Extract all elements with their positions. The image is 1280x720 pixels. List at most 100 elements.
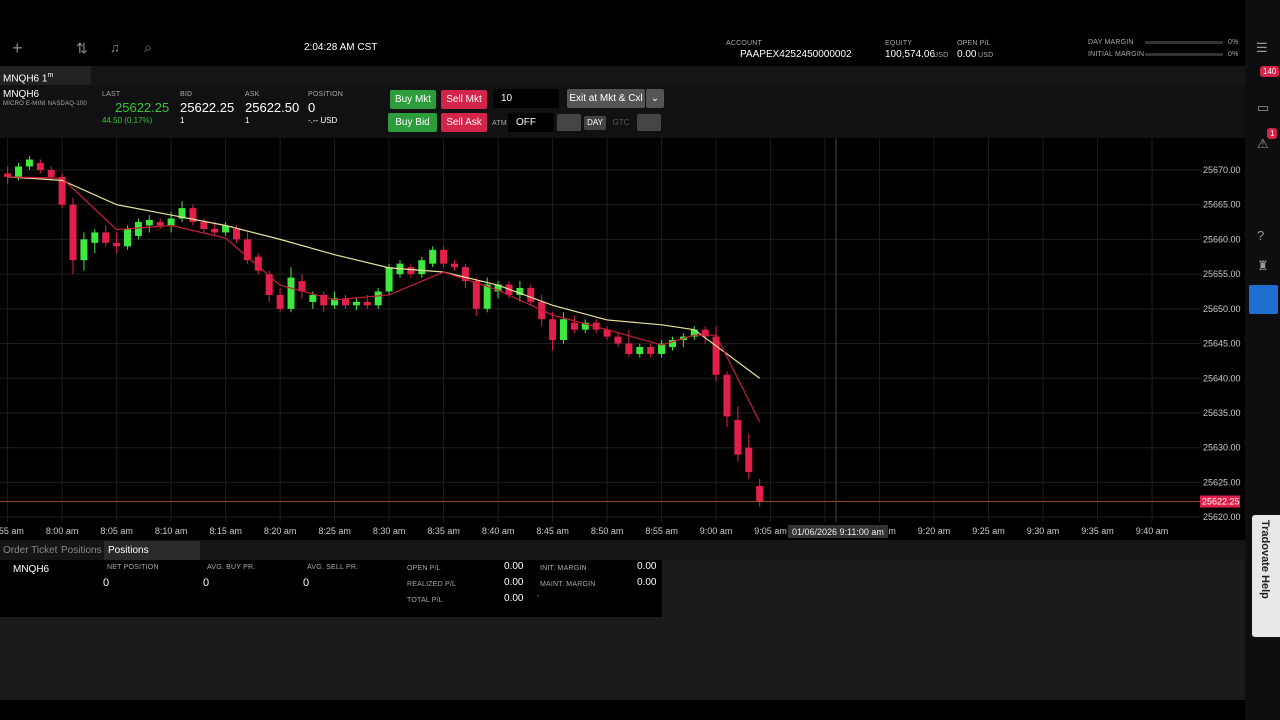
candle-body	[156, 222, 164, 226]
sidebar-icon[interactable]: ▭	[1257, 100, 1270, 115]
candle-body	[15, 166, 23, 177]
account[interactable]: PAAPEX4252450000002	[740, 49, 852, 60]
candle-body	[113, 242, 121, 247]
candle-body	[636, 347, 644, 354]
candle-body	[134, 222, 142, 236]
y-tick-label: 25635.00	[1203, 408, 1241, 418]
quantity-input[interactable]: 10	[493, 89, 559, 108]
unit: USD	[933, 52, 949, 59]
candle-body	[581, 322, 589, 330]
open-pl: 0.00	[957, 49, 977, 60]
panel-tab[interactable]: Positions	[104, 541, 200, 560]
footer	[0, 700, 1245, 720]
candle-body	[516, 287, 524, 295]
sell-mkt-button[interactable]: Sell Mkt	[441, 90, 487, 109]
candle-body	[69, 204, 77, 261]
exit-menu[interactable]: ⌄	[646, 89, 664, 108]
candle-body	[265, 274, 273, 295]
candle-body	[440, 249, 448, 264]
candle-body	[712, 336, 720, 375]
x-tick-label: 9:20 am	[918, 526, 951, 536]
bid-size: 1	[180, 116, 185, 125]
candle-body	[25, 159, 33, 167]
x-tick-label: 8:10 am	[155, 526, 188, 536]
candle-body	[614, 336, 622, 344]
buy-bid-button[interactable]: Buy Bid	[388, 113, 437, 132]
candle-body	[4, 173, 12, 177]
crosshair-tag	[787, 525, 888, 538]
label: ACCOUNT	[726, 40, 763, 47]
label: OPEN P/L	[957, 40, 991, 47]
help-tab[interactable]	[1252, 515, 1280, 637]
candle-body	[243, 239, 251, 261]
description: MICRO E-MINI NASDAQ-100	[3, 101, 87, 107]
label: DAY MARGIN	[1088, 39, 1134, 46]
chart: 7:55 am 8:00 am 8:05 am 8:10 am 8:15 am 8:20 …	[0, 138, 1245, 540]
value: 0.00	[637, 577, 657, 588]
settings-button[interactable]	[557, 114, 581, 131]
sidebar-icon[interactable]: ?	[1257, 228, 1265, 243]
add-icon[interactable]: +	[12, 38, 23, 58]
x-tick-label: 7:55 am	[0, 526, 24, 536]
x-tick-label: 9:40 am	[1136, 526, 1169, 536]
value: 0	[303, 577, 310, 589]
gtc-button[interactable]: GTC	[609, 116, 633, 130]
label: LAST	[102, 91, 121, 98]
bottom-panel-tabs	[0, 540, 1245, 560]
y-tick-label: 25670.00	[1203, 165, 1241, 175]
sidebar-icon[interactable]: ☰	[1256, 40, 1268, 55]
atm-select[interactable]: OFF	[508, 113, 554, 132]
margin-bar	[1145, 41, 1223, 44]
search-icon[interactable]: ⌕	[144, 39, 152, 55]
ask: 25622.50	[245, 100, 300, 115]
margin-bar	[1145, 53, 1223, 56]
y-tick-label: 25650.00	[1203, 304, 1241, 314]
symbol: MNQH6	[13, 564, 50, 575]
sort-icon[interactable]: ⇅	[76, 40, 88, 56]
percent: 0%	[1228, 51, 1239, 58]
y-tick-label: 25665.00	[1203, 200, 1241, 210]
label: BID	[180, 91, 193, 98]
panel-tab[interactable]: Positions	[61, 545, 102, 556]
last-price-tag	[1200, 495, 1240, 508]
moving-average	[7, 176, 761, 379]
help-tab-label[interactable]: Tradovate Help	[1259, 520, 1271, 599]
candle-body	[494, 284, 502, 292]
positions-table	[0, 560, 662, 617]
sidebar-icon[interactable]: ♜	[1257, 258, 1269, 273]
label: ATM	[492, 120, 507, 127]
day-button[interactable]: DAY	[584, 116, 606, 130]
candle-body	[603, 329, 611, 337]
sell-ask-button[interactable]: Sell Ask	[441, 113, 487, 132]
candle-body	[211, 228, 219, 233]
candle-body	[756, 485, 764, 502]
value: 0.00	[504, 561, 524, 572]
top-bar	[0, 0, 1245, 66]
label: REALIZED P/L	[407, 581, 457, 588]
x-tick-label: 9:05 am	[754, 526, 787, 536]
x-tick-label: 8:15 am	[209, 526, 242, 536]
settings-button[interactable]	[637, 114, 661, 131]
candle-body	[745, 447, 753, 473]
label: ASK	[245, 91, 260, 98]
unit: USD	[978, 52, 994, 59]
x-tick-label: 8:00 am	[46, 526, 79, 536]
label: POSITION	[308, 91, 344, 98]
candle-body	[222, 225, 230, 233]
bell-icon[interactable]: ♫	[110, 40, 120, 55]
candle-body	[374, 291, 382, 306]
x-tick-label: 8:55 am	[645, 526, 678, 536]
chart-tab[interactable]: MNQH6 1m	[0, 66, 91, 85]
last-price-label: 25622.25	[1202, 497, 1240, 507]
sidebar-icon[interactable]: ⚠	[1257, 136, 1269, 151]
exit-button[interactable]: Exit at Mkt & Cxl	[567, 89, 645, 108]
tab-symbol: MNQH6	[3, 73, 40, 85]
buy-mkt-button[interactable]: Buy Mkt	[390, 90, 436, 109]
shield-button[interactable]	[1249, 285, 1278, 314]
candle-body	[320, 294, 328, 306]
candle-body	[570, 322, 578, 330]
panel-tab[interactable]: Order Ticket	[3, 545, 58, 556]
candle-body	[559, 319, 567, 341]
label: AVG. SELL PR.	[307, 564, 359, 571]
label: OPEN P/L	[407, 565, 441, 572]
